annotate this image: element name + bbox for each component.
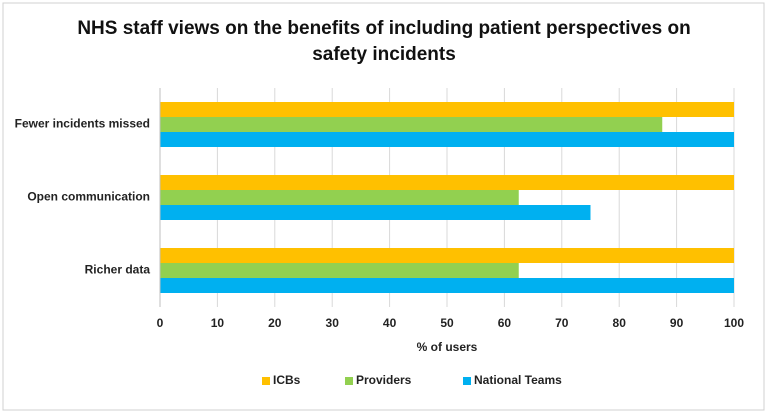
bar: [160, 132, 734, 147]
x-tick-label: 30: [326, 316, 340, 330]
legend-swatch: [345, 377, 353, 385]
bar: [160, 175, 734, 190]
legend-swatch: [262, 377, 270, 385]
x-axis-label: % of users: [417, 340, 478, 354]
y-tick-label: Richer data: [85, 263, 151, 277]
y-tick-label: Open communication: [27, 190, 150, 204]
x-tick-label: 60: [498, 316, 512, 330]
x-tick-label: 70: [555, 316, 569, 330]
chart-title: NHS staff views on the benefits of inclu…: [77, 18, 691, 65]
x-tick-label: 50: [440, 316, 454, 330]
bar: [160, 248, 734, 263]
x-tick-label: 40: [383, 316, 397, 330]
x-tick-label: 0: [157, 316, 164, 330]
x-tick-label: 80: [613, 316, 627, 330]
bar: [160, 117, 663, 132]
bar: [160, 102, 734, 117]
x-tick-label: 90: [670, 316, 684, 330]
x-tick-label: 100: [724, 316, 744, 330]
bar: [160, 263, 519, 278]
bar: [160, 278, 734, 293]
legend-label: Providers: [356, 373, 412, 387]
x-tick-label: 20: [268, 316, 282, 330]
legend-swatch: [463, 377, 471, 385]
legend-label: ICBs: [273, 373, 301, 387]
x-tick-label: 10: [211, 316, 225, 330]
bar: [160, 205, 591, 220]
bar: [160, 190, 519, 205]
legend-label: National Teams: [474, 373, 562, 387]
y-tick-label: Fewer incidents missed: [15, 117, 150, 131]
